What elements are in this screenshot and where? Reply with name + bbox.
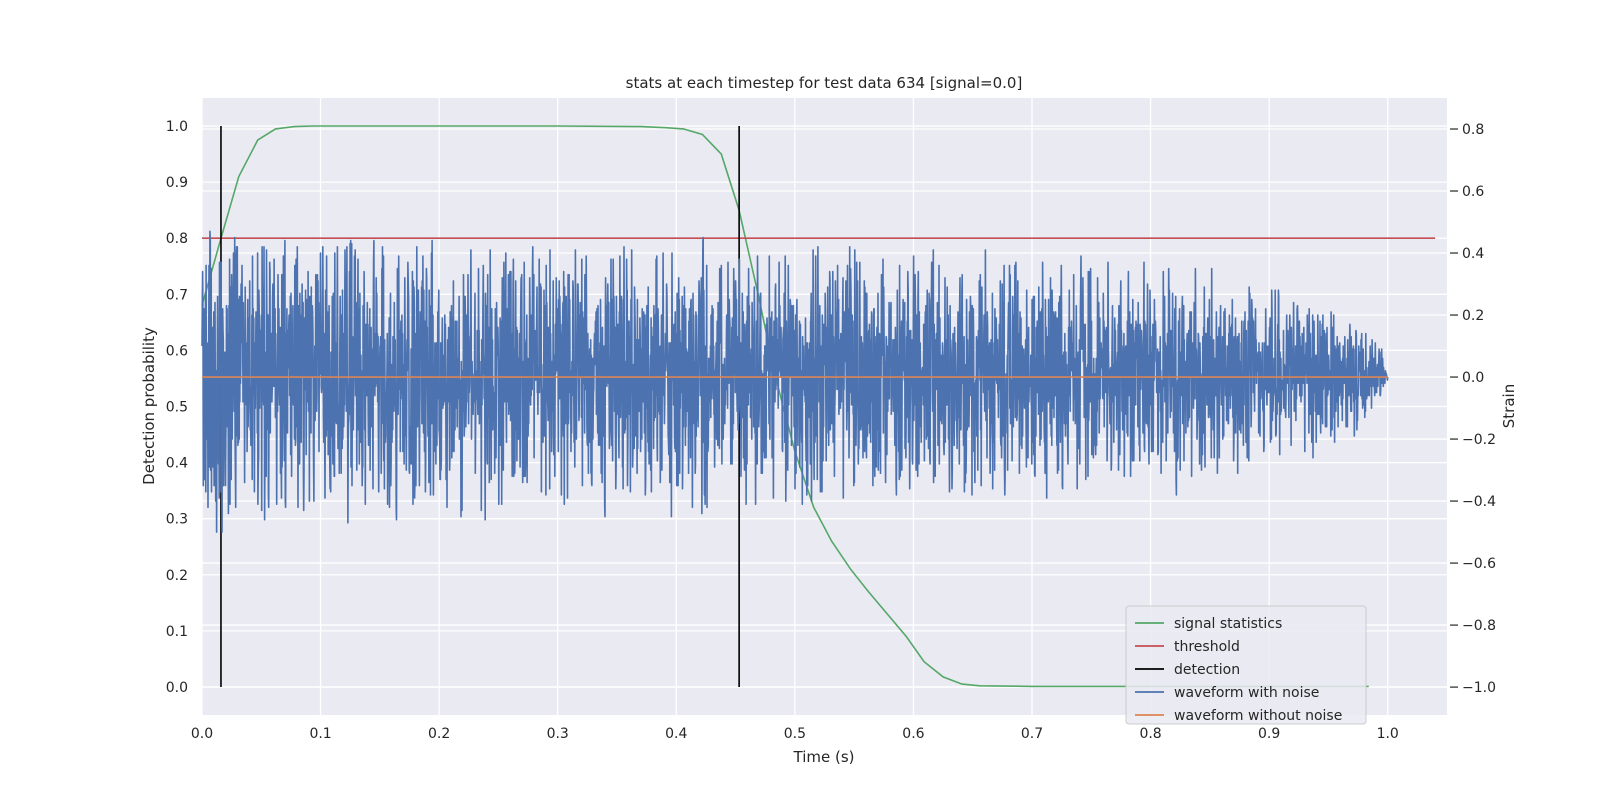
y2-tick-label: 0.4 [1462, 246, 1484, 262]
y-axis-label: Detection probability [140, 327, 158, 485]
x-tick-label: 0.3 [547, 726, 569, 742]
chart-series [201, 125, 1436, 688]
legend: signal statistics threshold detection wavef… [1125, 605, 1367, 725]
y-tick-label: 0.0 [166, 680, 188, 696]
y-tick-label: 0.6 [166, 343, 188, 359]
x-tick-label: 0.8 [1139, 726, 1161, 742]
legend-label: waveform with noise [1174, 685, 1319, 701]
y2-tick-label: −0.8 [1462, 618, 1496, 634]
y2-tick-label: −0.4 [1462, 494, 1496, 510]
y-tick-label: 0.9 [166, 175, 188, 191]
y-tick-label: 0.5 [166, 400, 188, 416]
y-tick-label: 1.0 [166, 119, 188, 135]
x-tick-label: 0.1 [309, 726, 331, 742]
y-tick-label: 0.7 [166, 287, 188, 303]
y-tick-label: 0.2 [166, 568, 188, 584]
x-axis-label: Time (s) [793, 748, 855, 766]
legend-box [1125, 605, 1367, 725]
legend-label: waveform without noise [1174, 708, 1342, 724]
x-tick-label: 0.4 [665, 726, 687, 742]
y2-tick-label: −0.6 [1462, 556, 1496, 572]
y2-axis-label: Strain [1500, 384, 1518, 428]
y2-tick-label: 0.6 [1462, 184, 1484, 200]
y2-tick-label: −0.2 [1462, 432, 1496, 448]
x-tick-label: 0.6 [902, 726, 924, 742]
left-axis-ticks: 0.0 0.1 0.2 0.3 0.4 0.5 0.6 0.7 0.8 0.9 1.0 [166, 119, 188, 696]
waveform-with-noise-line [201, 230, 1389, 533]
chart-title: stats at each timestep for test data 634… [626, 74, 1023, 92]
y-tick-label: 0.1 [166, 624, 188, 640]
y2-tick-label: 0.8 [1462, 122, 1484, 138]
right-axis-ticks: −1.0 −0.8 −0.6 −0.4 −0.2 0.0 0.2 0.4 0.6 0.8 [1450, 122, 1496, 696]
y-tick-label: 0.3 [166, 512, 188, 528]
legend-label: detection [1174, 662, 1240, 678]
y-tick-label: 0.8 [166, 231, 188, 247]
y2-tick-label: −1.0 [1462, 680, 1496, 696]
x-tick-label: 0.5 [784, 726, 806, 742]
x-tick-label: 0.9 [1258, 726, 1280, 742]
x-tick-label: 1.0 [1377, 726, 1399, 742]
x-tick-label: 0.7 [1021, 726, 1043, 742]
legend-label: signal statistics [1174, 616, 1282, 632]
legend-label: threshold [1174, 639, 1240, 655]
y2-tick-label: 0.2 [1462, 308, 1484, 324]
y2-tick-label: 0.0 [1462, 370, 1484, 386]
x-tick-label: 0.0 [191, 726, 213, 742]
y-tick-label: 0.4 [166, 456, 188, 472]
x-tick-label: 0.2 [428, 726, 450, 742]
x-axis-ticks: 0.0 0.1 0.2 0.3 0.4 0.5 0.6 0.7 0.8 0.9 1.0 [191, 726, 1399, 742]
